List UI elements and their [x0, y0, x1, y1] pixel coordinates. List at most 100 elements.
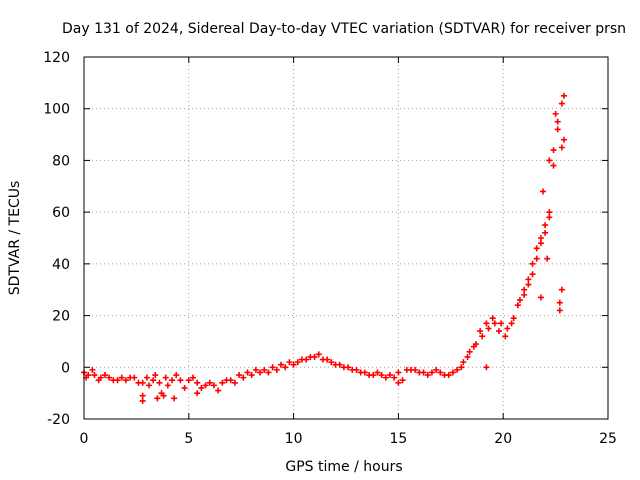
- data-point: [173, 372, 180, 379]
- data-points: [81, 92, 567, 404]
- data-point: [307, 353, 314, 360]
- data-point: [189, 374, 196, 381]
- data-point: [340, 364, 347, 371]
- data-point: [95, 377, 102, 384]
- data-point: [215, 387, 222, 394]
- data-point: [449, 369, 456, 376]
- data-point: [529, 260, 536, 267]
- data-point: [399, 377, 406, 384]
- data-point: [257, 369, 264, 376]
- data-point: [416, 369, 423, 376]
- data-point: [560, 92, 567, 99]
- data-point: [206, 379, 213, 386]
- data-point: [558, 100, 565, 107]
- data-point: [483, 320, 490, 327]
- data-point: [273, 366, 280, 373]
- data-point: [537, 294, 544, 301]
- data-point: [294, 359, 301, 366]
- data-point: [533, 245, 540, 252]
- x-tick-label: 15: [389, 431, 407, 447]
- data-point: [496, 328, 503, 335]
- data-point: [470, 343, 477, 350]
- data-point: [127, 374, 134, 381]
- y-tick-label: 0: [61, 360, 70, 376]
- data-point: [441, 372, 448, 379]
- data-point: [537, 240, 544, 247]
- data-point: [248, 372, 255, 379]
- y-tick-label: -20: [47, 412, 70, 428]
- series-sdtvar-spread: [83, 118, 565, 399]
- y-tick-label: 100: [43, 102, 70, 118]
- data-point: [424, 372, 431, 379]
- data-point: [198, 384, 205, 391]
- data-point: [265, 369, 272, 376]
- data-point: [374, 369, 381, 376]
- data-point: [387, 372, 394, 379]
- data-point: [315, 351, 322, 358]
- data-point: [477, 328, 484, 335]
- x-tick-label: 20: [494, 431, 512, 447]
- data-point: [521, 291, 528, 298]
- data-point: [546, 214, 553, 221]
- data-point: [171, 395, 178, 402]
- data-point: [202, 382, 209, 389]
- data-point: [558, 286, 565, 293]
- data-point: [164, 382, 171, 389]
- chart-title: Day 131 of 2024, Sidereal Day-to-day VTE…: [62, 21, 626, 37]
- data-point: [282, 364, 289, 371]
- data-point: [525, 276, 532, 283]
- data-point: [428, 369, 435, 376]
- data-point: [139, 392, 146, 399]
- x-axis-label: GPS time / hours: [285, 459, 402, 475]
- data-point: [366, 372, 373, 379]
- data-point: [407, 366, 414, 373]
- data-point: [139, 397, 146, 404]
- data-point: [89, 366, 96, 373]
- plot-frame: [83, 56, 609, 420]
- data-point: [558, 144, 565, 151]
- data-point: [485, 325, 492, 332]
- data-point: [437, 369, 444, 376]
- y-axis-label: SDTVAR / TECUs: [7, 181, 23, 296]
- data-point: [324, 356, 331, 363]
- data-point: [154, 395, 161, 402]
- data-point: [236, 372, 243, 379]
- data-point: [169, 377, 176, 384]
- data-point: [261, 366, 268, 373]
- data-point: [458, 364, 465, 371]
- data-point: [395, 379, 402, 386]
- data-point: [252, 366, 259, 373]
- data-point: [177, 377, 184, 384]
- series-sdtvar-outliers: [139, 92, 567, 404]
- data-point: [181, 384, 188, 391]
- y-tick-label: 80: [52, 153, 70, 169]
- x-tick-label: 25: [599, 431, 617, 447]
- data-point: [556, 299, 563, 306]
- data-point: [286, 359, 293, 366]
- data-point: [145, 382, 152, 389]
- data-point: [525, 281, 532, 288]
- data-point: [454, 366, 461, 373]
- data-point: [460, 359, 467, 366]
- data-point: [546, 209, 553, 216]
- data-point: [554, 118, 561, 125]
- data-point: [328, 359, 335, 366]
- data-point: [560, 136, 567, 143]
- axis-ticks: 0 5 10 15 20 25 -20 0 20 40 60 80 100 120: [43, 50, 617, 447]
- data-point: [540, 188, 547, 195]
- data-point: [544, 255, 551, 262]
- y-tick-label: 40: [52, 257, 70, 273]
- data-point: [508, 320, 515, 327]
- data-point: [546, 157, 553, 164]
- data-point: [529, 271, 536, 278]
- data-point: [491, 320, 498, 327]
- data-point: [156, 379, 163, 386]
- data-point: [516, 297, 523, 304]
- data-point: [160, 392, 167, 399]
- data-point: [194, 390, 201, 397]
- data-point: [91, 372, 98, 379]
- data-point: [135, 379, 142, 386]
- x-tick-label: 0: [80, 431, 89, 447]
- data-point: [185, 377, 192, 384]
